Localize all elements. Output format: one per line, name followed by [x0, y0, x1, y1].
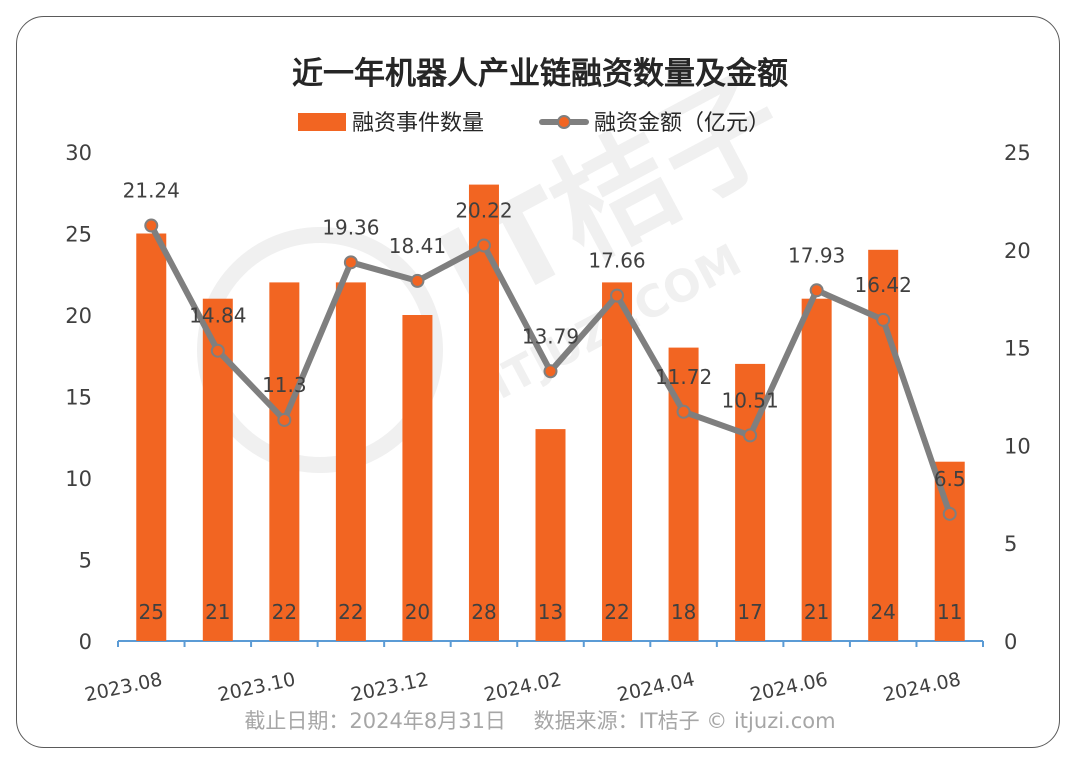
y-right-tick-label: 5 — [1004, 532, 1017, 556]
line-value-label: 10.51 — [721, 388, 778, 412]
line-value-label: 18.41 — [389, 234, 446, 258]
line-point — [410, 273, 425, 288]
line-value-label: 6.5 — [934, 467, 966, 491]
line-point — [543, 364, 558, 379]
y-left-tick-label: 0 — [79, 630, 92, 654]
bar — [801, 298, 832, 641]
y-left-tick-label: 25 — [65, 223, 92, 247]
bar-value-label: 24 — [870, 600, 895, 624]
line-point — [809, 283, 824, 298]
y-right-tick-label: 25 — [1004, 141, 1031, 165]
y-left-tick-label: 20 — [65, 304, 92, 328]
y-right-tick-label: 0 — [1004, 630, 1017, 654]
line-point — [476, 238, 491, 253]
line-point — [343, 255, 358, 270]
bar — [335, 282, 366, 641]
line-value-label: 11.72 — [655, 365, 712, 389]
bar-value-label: 28 — [471, 600, 496, 624]
legend-swatch-bar — [298, 113, 346, 131]
line-point — [743, 428, 758, 443]
legend: 融资事件数量 融资金额（亿元） — [298, 111, 770, 136]
line-point — [210, 343, 225, 358]
line-value-label: 19.36 — [322, 215, 379, 239]
line-point — [610, 288, 625, 303]
y-right-tick-label: 20 — [1004, 239, 1031, 263]
line-point — [876, 312, 891, 327]
bar — [868, 249, 899, 642]
y-left-tick-label: 5 — [79, 549, 92, 573]
bar-value-label: 21 — [804, 600, 829, 624]
bar-value-label: 20 — [405, 600, 430, 624]
bar-value-label: 25 — [139, 600, 164, 624]
bar-value-label: 21 — [205, 600, 230, 624]
bar — [136, 233, 167, 641]
line-value-label: 17.66 — [588, 249, 645, 273]
x-tick-label: 2024.08 — [881, 668, 962, 706]
line-value-label: 17.93 — [788, 243, 845, 267]
line-value-label: 13.79 — [522, 324, 579, 348]
line-value-label: 16.42 — [855, 273, 912, 297]
y-left-tick-label: 10 — [65, 467, 92, 491]
y-left-tick-label: 15 — [65, 386, 92, 410]
bar-value-label: 17 — [737, 600, 762, 624]
chart-title: 近一年机器人产业链融资数量及金额 — [292, 56, 788, 92]
x-tick-label: 2024.02 — [482, 668, 563, 706]
bar-value-label: 11 — [937, 600, 962, 624]
line-point — [942, 506, 957, 521]
bar — [269, 282, 300, 641]
line-value-label: 20.22 — [455, 198, 512, 222]
bar-value-label: 22 — [338, 600, 363, 624]
y-left-tick-label: 30 — [65, 141, 92, 165]
bar — [535, 429, 566, 641]
bar — [602, 282, 633, 641]
legend-label-line: 融资金额（亿元） — [594, 111, 770, 136]
bar-value-label: 13 — [538, 600, 563, 624]
footer-source: 截止日期：2024年8月31日 数据来源：IT桔子 © itjuzi.com — [244, 709, 835, 733]
line-point — [277, 412, 292, 427]
bar — [402, 315, 433, 641]
legend-label-bar: 融资事件数量 — [352, 111, 484, 136]
x-tick-label: 2024.04 — [615, 668, 696, 706]
x-tick-label: 2024.06 — [748, 668, 829, 706]
line-value-label: 14.84 — [189, 304, 246, 328]
line-value-label: 21.24 — [123, 179, 180, 203]
bar-value-label: 18 — [671, 600, 696, 624]
bar-value-label: 22 — [604, 600, 629, 624]
y-right-tick-label: 10 — [1004, 434, 1031, 458]
x-tick-label: 2023.12 — [349, 668, 430, 706]
legend-swatch-marker — [557, 115, 571, 129]
line-point — [144, 218, 159, 233]
bar-value-label: 22 — [272, 600, 297, 624]
x-tick-label: 2023.10 — [216, 668, 297, 706]
line-value-label: 11.3 — [262, 373, 307, 397]
y-right-tick-label: 15 — [1004, 337, 1031, 361]
line-point — [676, 404, 691, 419]
x-tick-label: 2023.08 — [83, 668, 164, 706]
